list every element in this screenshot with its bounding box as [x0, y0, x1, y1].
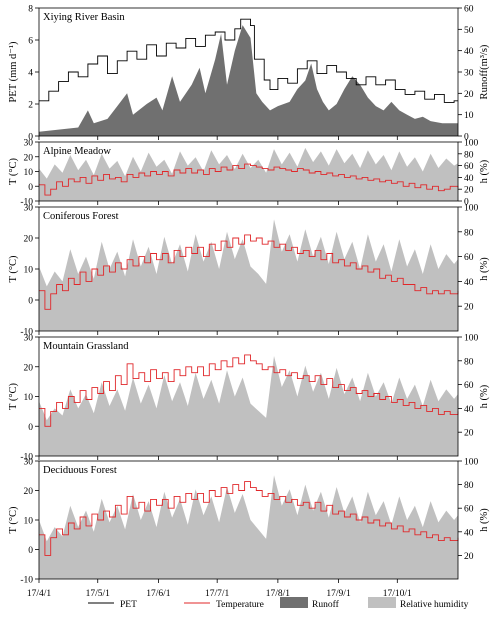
panel-2-ytick-right-label: 40 — [464, 174, 474, 184]
x-tick-label: 17/5/1 — [86, 589, 111, 599]
panel-3-humidity-area — [39, 219, 458, 331]
panel-5-ytick-right-label: 20 — [464, 552, 474, 562]
x-tick-label: 17/7/1 — [205, 589, 230, 599]
legend-label: PET — [120, 600, 137, 610]
panel-4-temperature-line — [39, 354, 459, 427]
panel-4-ytick-right-label: 40 — [464, 405, 474, 415]
panel-5-humidity-area — [39, 475, 458, 579]
panel-1-ytick-right-label: 0 — [464, 133, 469, 143]
panel-2-ytick-label: 30 — [24, 139, 34, 149]
panel-3-ytick-label: 20 — [24, 235, 34, 245]
panel-2-ytick-label: 0 — [28, 183, 33, 193]
panel-3-ytick-label: 30 — [24, 204, 34, 214]
panel-5-ytick-label: 0 — [28, 546, 33, 556]
x-tick-label: 17/8/1 — [266, 589, 291, 599]
panel-1-runoff-area — [39, 25, 458, 137]
panel-1-ytick-right-label: 30 — [464, 69, 474, 79]
panel-4-ytick-label: 10 — [24, 393, 34, 403]
panel-4-humidity-area — [39, 356, 458, 456]
panel-5-ytick-label: 20 — [24, 487, 34, 497]
panel-4-ylabel-right: h (%) — [479, 384, 490, 408]
panel-4-ytick-label: 0 — [28, 423, 33, 433]
x-tick-label: 17/6/1 — [146, 589, 171, 599]
panel-2-title: Alpine Meadow — [43, 146, 111, 157]
panel-2-ytick-right-label: 80 — [464, 150, 474, 160]
panel-4-title: Mountain Grassland — [43, 341, 129, 352]
panel-3-ylabel: T (°C) — [8, 255, 19, 283]
panel-1-ytick-right-label: 10 — [464, 111, 474, 121]
panel-3-ytick-right-label: 40 — [464, 278, 474, 288]
panel-1-ytick-label: 2 — [28, 101, 33, 111]
panel-1-ylabel-right: Runoff(m³/s) — [479, 44, 490, 99]
panel-5-title: Deciduous Forest — [43, 465, 117, 476]
panel-1-ytick-right-label: 40 — [464, 47, 474, 57]
legend-swatch — [280, 597, 308, 608]
panel-5-ytick-label: 10 — [24, 517, 34, 527]
panel-1-title: Xiying River Basin — [43, 12, 125, 23]
panel-3-ylabel-right: h (%) — [479, 257, 490, 281]
panel-4-ytick-label: 20 — [24, 363, 34, 373]
panel-4-ytick-right-label: 20 — [464, 429, 474, 439]
panel-2-temperature-line — [39, 163, 459, 196]
panel-2-ytick-right-label: 100 — [464, 139, 479, 149]
panel-3-ytick-right-label: 60 — [464, 253, 474, 263]
panel-4-ylabel: T (°C) — [8, 382, 19, 410]
panel-2-humidity-area — [39, 147, 458, 201]
panel-2-ytick-right-label: 0 — [464, 198, 469, 208]
panel-5-ytick-label: 30 — [24, 458, 34, 468]
x-tick-label: 17/9/1 — [326, 589, 351, 599]
panel-2-ylabel-right: h (%) — [479, 159, 490, 183]
panel-1-ytick-right-label: 50 — [464, 26, 474, 36]
panel-5-ytick-label: -10 — [20, 576, 33, 586]
panel-3-temperature-line — [39, 234, 459, 310]
panel-4-ytick-right-label: 80 — [464, 357, 474, 367]
panel-1-ytick-label: 6 — [28, 37, 33, 47]
x-tick-label: 17/4/1 — [27, 589, 52, 599]
panel-5-ytick-right-label: 100 — [464, 458, 479, 468]
panel-4-ytick-right-label: 100 — [464, 334, 479, 344]
panel-3-ytick-label: 10 — [24, 266, 34, 276]
panel-2-ytick-label: 10 — [24, 168, 34, 178]
panel-5-ylabel: T (°C) — [8, 506, 19, 534]
panel-2-ylabel: T (°C) — [8, 157, 19, 185]
panel-2-ytick-right-label: 20 — [464, 186, 474, 196]
panel-1-pet-line — [39, 18, 458, 103]
panel-5-ytick-right-label: 60 — [464, 505, 474, 515]
panel-2-ytick-right-label: 60 — [464, 162, 474, 172]
legend-label: Relative humidity — [400, 600, 469, 610]
x-tick-label: 17/10/1 — [383, 589, 412, 599]
panel-1-ytick-right-label: 20 — [464, 90, 474, 100]
panel-5-temperature-line — [39, 481, 459, 556]
panel-3-ytick-right-label: 100 — [464, 204, 479, 214]
panel-5-ytick-right-label: 40 — [464, 528, 474, 538]
legend-label: Runoff — [312, 599, 340, 610]
panel-2-ytick-label: -10 — [20, 198, 33, 208]
panel-4-ytick-label: 30 — [24, 334, 34, 344]
panel-5-ytick-right-label: 80 — [464, 481, 474, 491]
panel-1-ytick-right-label: 60 — [464, 5, 474, 15]
panel-3-title: Coniferous Forest — [43, 211, 119, 222]
panel-4-ytick-label: -10 — [20, 453, 33, 463]
panel-3-ytick-right-label: 20 — [464, 303, 474, 313]
legend-label: Temperature — [216, 600, 264, 610]
panel-3-ytick-label: 0 — [28, 297, 33, 307]
panel-1-ytick-label: 8 — [28, 5, 33, 15]
panel-1-ylabel: PET (mm d⁻¹) — [8, 41, 19, 102]
panel-3-ytick-right-label: 80 — [464, 228, 474, 238]
panel-2-ytick-label: 20 — [24, 153, 34, 163]
panel-1-ytick-label: 0 — [28, 133, 33, 143]
panel-3-ytick-label: -10 — [20, 328, 33, 338]
legend-swatch — [368, 597, 396, 608]
panel-4-ytick-right-label: 60 — [464, 381, 474, 391]
panel-1-ytick-label: 4 — [28, 69, 33, 79]
panel-5-ylabel-right: h (%) — [479, 508, 490, 532]
